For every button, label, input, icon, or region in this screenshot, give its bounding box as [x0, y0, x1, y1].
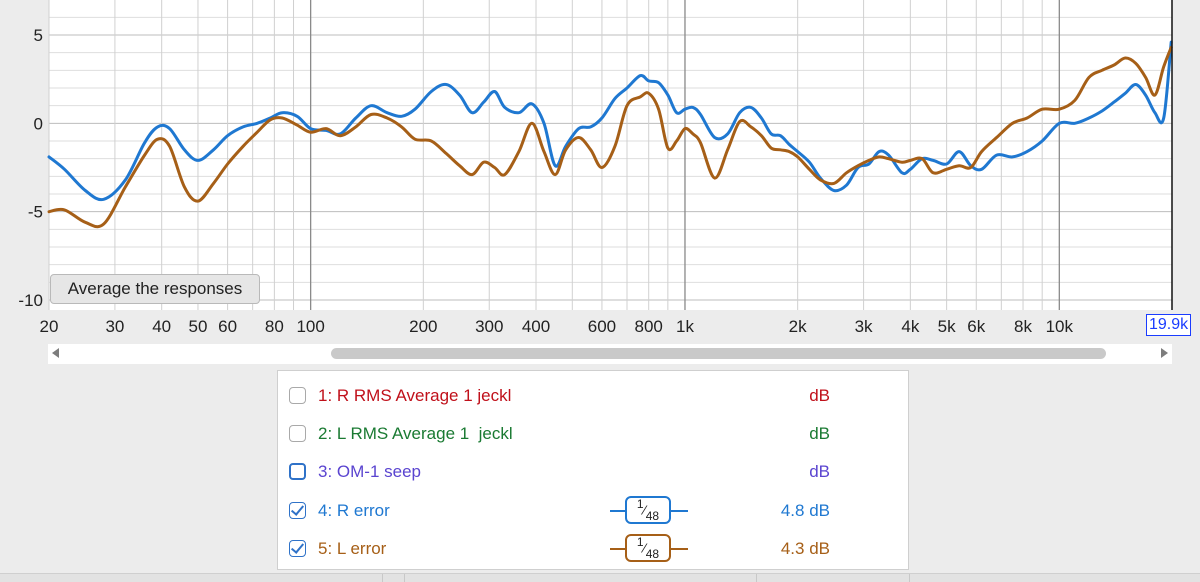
cursor-frequency-readout: 19.9k	[1146, 314, 1192, 336]
x-tick-label: 50	[189, 317, 208, 336]
x-tick-label: 2k	[789, 317, 807, 336]
scrollbar-thumb[interactable]	[331, 348, 1106, 359]
status-divider	[404, 574, 405, 582]
legend-row-om-1-seep[interactable]: 3: OM-1 seep dB	[278, 455, 908, 493]
x-tick-label: 5k	[938, 317, 956, 336]
horizontal-scrollbar[interactable]	[48, 344, 1172, 364]
x-tick-label: 400	[522, 317, 550, 336]
x-tick-label: 4k	[901, 317, 919, 336]
legend-row-r-rms-average[interactable]: 1: R RMS Average 1 jeckl dB	[278, 379, 908, 417]
legend-label: 2: L RMS Average 1 jeckl	[318, 424, 513, 443]
frequency-response-chart[interactable]: 5 0 -5 -10 20 30 40 50 60 80 100 200 300 400 600 800 1k 2…	[0, 0, 1200, 345]
legend-label: 1: R RMS Average 1 jeckl	[318, 386, 512, 405]
status-bar	[0, 573, 1200, 582]
x-tick-label: 80	[265, 317, 284, 336]
y-tick-label: -10	[18, 291, 43, 310]
x-tick-label: 40	[152, 317, 171, 336]
smoothing-box: 1⁄48	[625, 496, 671, 524]
legend-checkbox-3[interactable]	[289, 463, 306, 480]
legend-row-l-rms-average[interactable]: 2: L RMS Average 1 jeckl dB	[278, 417, 908, 455]
y-tick-label: -5	[28, 203, 43, 222]
legend-label: 4: R error	[318, 501, 390, 520]
legend-checkbox-5[interactable]	[289, 540, 306, 557]
x-tick-label: 10k	[1046, 317, 1074, 336]
scroll-left-arrow-icon[interactable]	[52, 348, 59, 358]
x-tick-label: 20	[40, 317, 59, 336]
status-divider	[909, 574, 910, 582]
status-divider	[756, 574, 757, 582]
legend-value: 4.8 dB	[780, 501, 830, 520]
smoothing-box: 1⁄48	[625, 534, 671, 562]
x-tick-label: 800	[635, 317, 663, 336]
y-tick-label: 0	[34, 114, 43, 133]
legend-row-l-error[interactable]: 5: L error 1⁄48 4.3 dB	[278, 532, 908, 570]
series-line-l-error	[47, 45, 1173, 229]
x-tick-label: 100	[296, 317, 324, 336]
x-tick-label: 1k	[676, 317, 694, 336]
legend-row-r-error[interactable]: 4: R error 1⁄48 4.8 dB	[278, 494, 908, 532]
average-responses-button[interactable]: Average the responses	[50, 274, 260, 304]
status-divider	[382, 574, 383, 582]
legend-value: dB	[809, 424, 830, 443]
x-tick-label: 600	[588, 317, 616, 336]
smoothing-indicator-l-error[interactable]: 1⁄48	[610, 534, 688, 564]
legend-label: 3: OM-1 seep	[318, 462, 421, 481]
x-tick-label: 8k	[1014, 317, 1032, 336]
x-tick-label: 3k	[855, 317, 873, 336]
legend-value: dB	[809, 386, 830, 405]
legend-checkbox-2[interactable]	[289, 425, 306, 442]
series-line-r-error	[47, 40, 1173, 202]
x-tick-label: 30	[105, 317, 124, 336]
legend-value: dB	[809, 462, 830, 481]
x-tick-label: 300	[475, 317, 503, 336]
legend-value: 4.3 dB	[780, 539, 830, 558]
x-tick-label: 60	[218, 317, 237, 336]
legend-checkbox-1[interactable]	[289, 387, 306, 404]
legend-label: 5: L error	[318, 539, 387, 558]
x-tick-label: 6k	[967, 317, 985, 336]
scroll-right-arrow-icon[interactable]	[1161, 348, 1168, 358]
legend-checkbox-4[interactable]	[289, 502, 306, 519]
smoothing-indicator-r-error[interactable]: 1⁄48	[610, 496, 688, 526]
x-tick-label: 200	[409, 317, 437, 336]
measurement-legend: 1: R RMS Average 1 jeckl dB 2: L RMS Ave…	[277, 370, 909, 570]
y-tick-label: 5	[34, 26, 43, 45]
